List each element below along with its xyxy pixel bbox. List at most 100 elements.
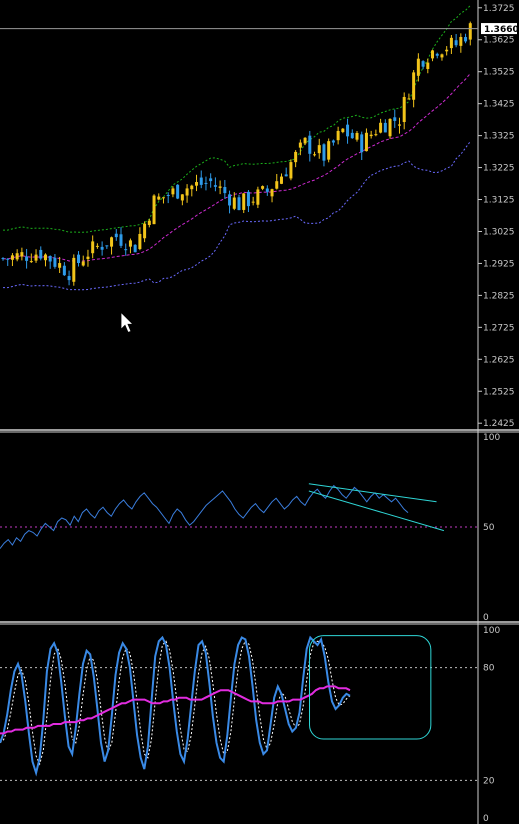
candle-body: [180, 194, 184, 201]
candle: [34, 249, 38, 263]
candle-body: [48, 255, 52, 262]
candle-body: [110, 237, 114, 247]
candle-body: [20, 252, 24, 257]
candle: [213, 177, 217, 192]
candle-body: [431, 50, 435, 59]
candle-body: [176, 184, 180, 199]
candle-body: [331, 140, 335, 143]
candle: [313, 151, 317, 157]
candle: [72, 254, 76, 286]
candle-body: [62, 265, 66, 276]
candle: [204, 176, 208, 191]
candle: [421, 60, 425, 70]
candle-body: [58, 263, 62, 268]
candle-body: [397, 124, 401, 126]
rsi-axis: 100 50 0: [483, 433, 500, 623]
rsi-trendline[interactable]: [308, 483, 437, 503]
candle-body: [86, 256, 90, 260]
candle: [228, 190, 232, 214]
candle-body: [374, 134, 378, 136]
candle-body: [95, 245, 99, 247]
rsi-line: [0, 484, 409, 549]
candle: [383, 119, 387, 133]
rsi-trendline[interactable]: [308, 490, 445, 532]
candle-body: [412, 72, 416, 100]
candle-body: [464, 37, 468, 42]
current-price-tag: 1.3660: [481, 23, 519, 35]
candle: [275, 173, 279, 190]
candle: [105, 245, 109, 249]
candle-body: [124, 249, 128, 251]
candle: [303, 137, 307, 146]
mouse-cursor-icon: [120, 311, 134, 333]
candle: [20, 247, 24, 261]
candle: [29, 253, 33, 263]
price-tick-label: 1.3225: [483, 164, 515, 174]
highlight-box[interactable]: [309, 635, 432, 740]
candle-body: [232, 197, 236, 209]
candle: [147, 218, 151, 228]
candle: [43, 253, 47, 267]
stochastic-tick-label: 100: [483, 626, 500, 636]
candle: [393, 109, 397, 128]
candle: [223, 179, 227, 199]
candle: [431, 49, 435, 62]
candle-body: [204, 182, 208, 184]
candle-body: [383, 122, 387, 133]
candle-body: [360, 134, 364, 153]
bollinger-middle-band: [2, 73, 471, 262]
candle-body: [440, 54, 444, 58]
candle: [317, 138, 321, 159]
candle-body: [152, 195, 156, 225]
candle: [265, 185, 269, 196]
candle-body: [421, 61, 425, 67]
candle: [53, 254, 57, 269]
candle-body: [91, 241, 95, 254]
candle: [289, 159, 293, 181]
candle-body: [355, 132, 359, 140]
candle-body: [81, 261, 85, 266]
candle: [143, 221, 147, 243]
candle-body: [426, 62, 430, 69]
price-pane[interactable]: [0, 5, 478, 291]
candle-body: [449, 37, 453, 49]
candle-body: [34, 254, 38, 261]
candle-body: [209, 178, 213, 182]
candle-body: [147, 220, 151, 225]
candle: [379, 118, 383, 134]
candle-body: [416, 58, 420, 76]
candle-body: [53, 257, 57, 267]
candle-body: [39, 249, 43, 259]
stochastic-tick-label: 0: [483, 814, 489, 824]
candle-body: [445, 49, 449, 52]
candle: [364, 128, 368, 152]
candle-body: [67, 276, 71, 281]
candle: [459, 33, 463, 53]
candle-body: [407, 98, 411, 100]
candle-body: [128, 240, 132, 247]
stochastic-pane[interactable]: [0, 635, 478, 781]
candle: [449, 34, 453, 54]
rsi-pane[interactable]: [0, 483, 478, 549]
candle-body: [284, 174, 288, 177]
candle-body: [336, 130, 340, 141]
candle: [185, 184, 189, 203]
candle: [138, 227, 142, 251]
candle-body: [327, 141, 331, 160]
current-price-label: 1.3660: [484, 25, 519, 35]
candle: [110, 236, 114, 255]
candle-body: [341, 128, 345, 133]
candle: [402, 92, 406, 130]
candle: [374, 129, 378, 137]
price-tick-label: 1.2425: [483, 419, 515, 429]
candle: [218, 180, 222, 195]
candle: [133, 244, 137, 253]
candle: [237, 194, 241, 211]
price-tick-label: 1.3025: [483, 227, 515, 237]
candle-body: [185, 188, 189, 196]
candle-body: [459, 37, 463, 46]
candle: [416, 53, 420, 82]
candle: [48, 255, 52, 269]
